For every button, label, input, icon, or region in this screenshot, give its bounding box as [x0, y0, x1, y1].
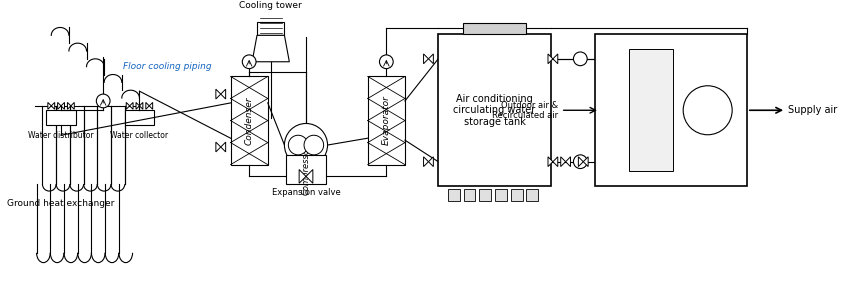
Circle shape	[573, 52, 587, 66]
Text: Floor cooling piping: Floor cooling piping	[123, 62, 211, 71]
Circle shape	[573, 155, 587, 168]
Polygon shape	[220, 142, 226, 152]
Polygon shape	[136, 102, 139, 109]
Text: Cooling tower: Cooling tower	[239, 1, 302, 10]
Circle shape	[683, 86, 732, 135]
Polygon shape	[566, 157, 571, 167]
Polygon shape	[252, 35, 289, 62]
Polygon shape	[216, 142, 220, 152]
Bar	[125, 110, 154, 126]
Bar	[479, 189, 491, 201]
Circle shape	[288, 135, 308, 155]
Bar	[368, 77, 405, 165]
Polygon shape	[553, 157, 558, 167]
Polygon shape	[306, 170, 313, 183]
Bar	[257, 22, 284, 35]
Polygon shape	[216, 89, 220, 99]
Polygon shape	[548, 54, 553, 64]
Text: Compressor: Compressor	[302, 144, 310, 195]
Bar	[495, 189, 507, 201]
Bar	[231, 77, 268, 165]
Text: Water collector: Water collector	[110, 131, 169, 140]
Polygon shape	[428, 157, 433, 167]
Polygon shape	[146, 102, 149, 109]
Polygon shape	[130, 102, 133, 109]
Bar	[595, 34, 747, 186]
Polygon shape	[220, 89, 226, 99]
Polygon shape	[61, 102, 64, 109]
Circle shape	[243, 55, 256, 69]
Bar	[47, 110, 75, 126]
Polygon shape	[149, 102, 153, 109]
Bar	[527, 189, 538, 201]
Text: Water distributor: Water distributor	[28, 131, 94, 140]
Circle shape	[97, 94, 110, 108]
Circle shape	[284, 124, 327, 167]
Polygon shape	[51, 102, 54, 109]
Text: Expansion valve: Expansion valve	[271, 188, 340, 197]
Bar	[510, 189, 522, 201]
Bar	[438, 34, 551, 186]
Bar	[463, 22, 527, 34]
Text: Air conditioning
circulating water
storage tank: Air conditioning circulating water stora…	[454, 94, 536, 127]
Polygon shape	[71, 102, 75, 109]
Circle shape	[379, 55, 393, 69]
Text: Supply air: Supply air	[788, 105, 837, 115]
Bar	[464, 189, 476, 201]
Polygon shape	[47, 102, 51, 109]
Polygon shape	[428, 54, 433, 64]
Bar	[287, 155, 326, 184]
Text: Outdoor air &
Recirculated air: Outdoor air & Recirculated air	[492, 100, 558, 120]
Polygon shape	[68, 102, 71, 109]
Polygon shape	[578, 157, 583, 167]
Polygon shape	[548, 157, 553, 167]
Text: Condenser: Condenser	[245, 96, 254, 145]
Text: Evaporator: Evaporator	[382, 95, 391, 145]
Text: Ground heat exchanger: Ground heat exchanger	[8, 199, 114, 208]
Bar	[629, 49, 673, 171]
Polygon shape	[423, 54, 428, 64]
Polygon shape	[553, 54, 558, 64]
Polygon shape	[139, 102, 142, 109]
Polygon shape	[423, 157, 428, 167]
Polygon shape	[561, 157, 566, 167]
Polygon shape	[58, 102, 61, 109]
Polygon shape	[126, 102, 130, 109]
Bar	[448, 189, 460, 201]
Circle shape	[304, 135, 324, 155]
Polygon shape	[299, 170, 306, 183]
Polygon shape	[583, 157, 589, 167]
